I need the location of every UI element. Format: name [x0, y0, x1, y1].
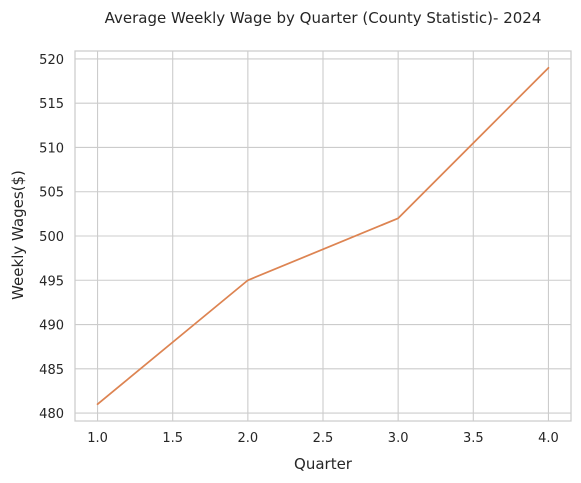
- x-tick-label: 1.0: [87, 431, 108, 446]
- x-tick-label: 3.5: [463, 431, 484, 446]
- x-tick-label: 1.5: [162, 431, 183, 446]
- y-tick-label: 485: [39, 363, 64, 378]
- y-tick-label: 510: [39, 141, 64, 156]
- x-tick-label: 4.0: [538, 431, 559, 446]
- x-tick-label: 2.5: [313, 431, 334, 446]
- x-tick-label: 3.0: [388, 431, 409, 446]
- y-tick-label: 520: [39, 53, 64, 68]
- y-tick-labels: 480 485 490 495 500 505 510 515 520: [39, 53, 64, 422]
- series-line: [96, 66, 550, 406]
- y-tick-label: 480: [39, 407, 64, 422]
- y-tick-label: 515: [39, 97, 64, 112]
- series-layer: [96, 66, 550, 406]
- y-tick-label: 490: [39, 319, 64, 334]
- plot-frame: [74, 50, 572, 422]
- x-axis-label: Quarter: [294, 455, 353, 473]
- chart-title: Average Weekly Wage by Quarter (County S…: [105, 9, 542, 27]
- x-tick-labels: 1.0 1.5 2.0 2.5 3.0 3.5 4.0: [87, 431, 559, 446]
- y-axis-label: Weekly Wages($): [9, 170, 27, 300]
- grid-lines: [75, 51, 571, 421]
- y-tick-label: 500: [39, 230, 64, 245]
- y-tick-label: 495: [39, 274, 64, 289]
- y-tick-label: 505: [39, 186, 64, 201]
- x-tick-label: 2.0: [238, 431, 259, 446]
